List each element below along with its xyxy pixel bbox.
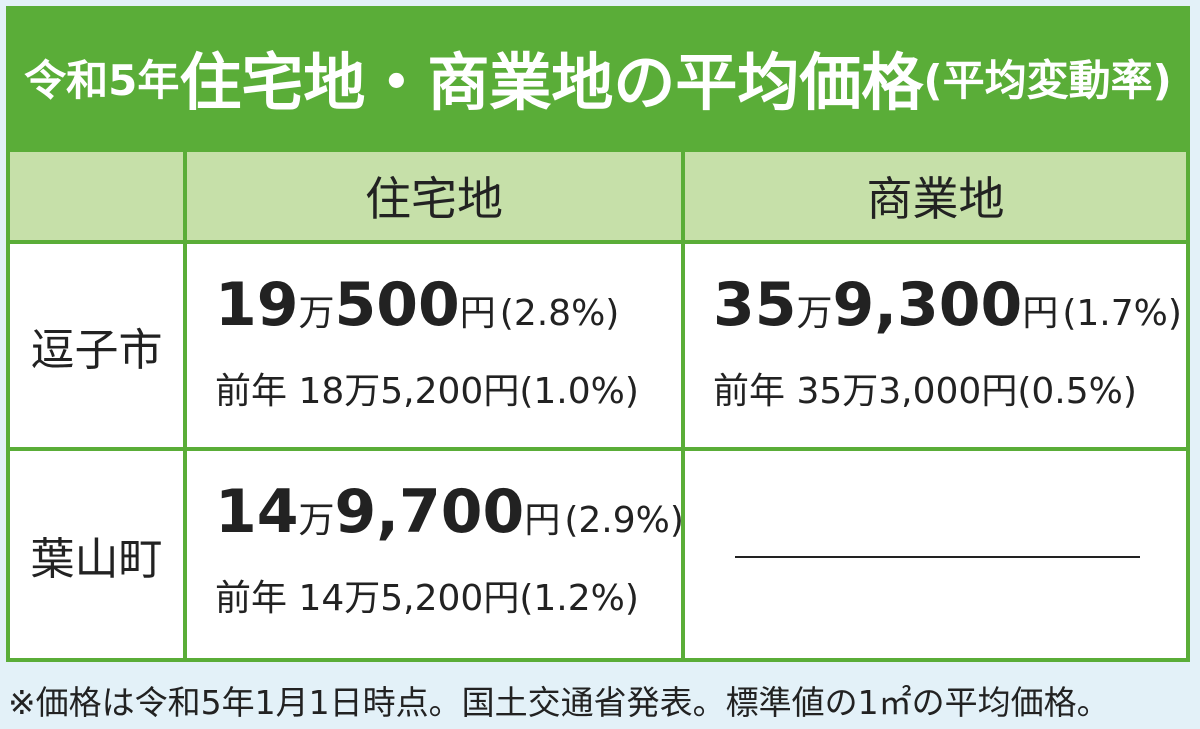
rate: (2.9%) [564, 500, 684, 541]
no-data-line [735, 556, 1140, 558]
price: 35万9,300円 (1.7%) [713, 270, 1182, 340]
row-label: 葉山町 [10, 451, 183, 658]
price-unit: 円 [1022, 293, 1059, 334]
rate: (2.8%) [499, 293, 620, 334]
price-number: 9,700 [334, 477, 525, 547]
price-unit: 万 [298, 293, 335, 334]
price-number: 19 [215, 270, 299, 340]
table-box: 令和5年 住宅地・商業地の平均価格 (平均変動率) 住宅地 商業地 逗子市 19… [6, 6, 1190, 662]
corner-cell [10, 152, 183, 240]
column-header: 商業地 [685, 152, 1186, 240]
price-number: 14 [215, 477, 299, 547]
title: 令和5年 住宅地・商業地の平均価格 (平均変動率) [6, 6, 1190, 148]
title-sub: (平均変動率) [923, 55, 1172, 105]
price-unit: 円 [459, 293, 496, 334]
previous: 前年 14万5,200円(1.2%) [215, 578, 639, 619]
price-number: 35 [713, 270, 797, 340]
empty-cell [685, 451, 1186, 658]
price-number: 9,300 [832, 270, 1023, 340]
price-unit: 万 [298, 500, 335, 541]
column-header: 住宅地 [187, 152, 681, 240]
price-cell: 35万9,300円 (1.7%) 前年 35万3,000円(0.5%) [685, 244, 1186, 447]
price: 19万500円 (2.8%) [215, 270, 619, 340]
price-unit: 円 [524, 500, 561, 541]
price-cell: 19万500円 (2.8%) 前年 18万5,200円(1.0%) [187, 244, 681, 447]
price-number: 500 [334, 270, 460, 340]
price: 14万9,700円 (2.9%) [215, 477, 684, 547]
previous: 前年 35万3,000円(0.5%) [713, 371, 1137, 412]
footnote: ※価格は令和5年1月1日時点。国土交通省発表。標準値の1㎡の平均価格。 [8, 683, 1110, 722]
title-main: 住宅地・商業地の平均価格 [179, 46, 924, 119]
rate: (1.7%) [1062, 293, 1182, 334]
row-label: 逗子市 [10, 244, 183, 447]
price-unit: 万 [796, 293, 833, 334]
previous: 前年 18万5,200円(1.0%) [215, 371, 639, 412]
price-cell: 14万9,700円 (2.9%) 前年 14万5,200円(1.2%) [187, 451, 684, 658]
title-year: 令和5年 [24, 55, 180, 105]
